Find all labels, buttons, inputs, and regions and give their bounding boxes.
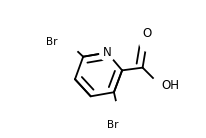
Text: N: N (103, 46, 111, 59)
Text: Br: Br (46, 37, 57, 47)
Text: OH: OH (162, 79, 180, 92)
Text: Br: Br (107, 120, 118, 130)
Text: O: O (142, 27, 151, 40)
